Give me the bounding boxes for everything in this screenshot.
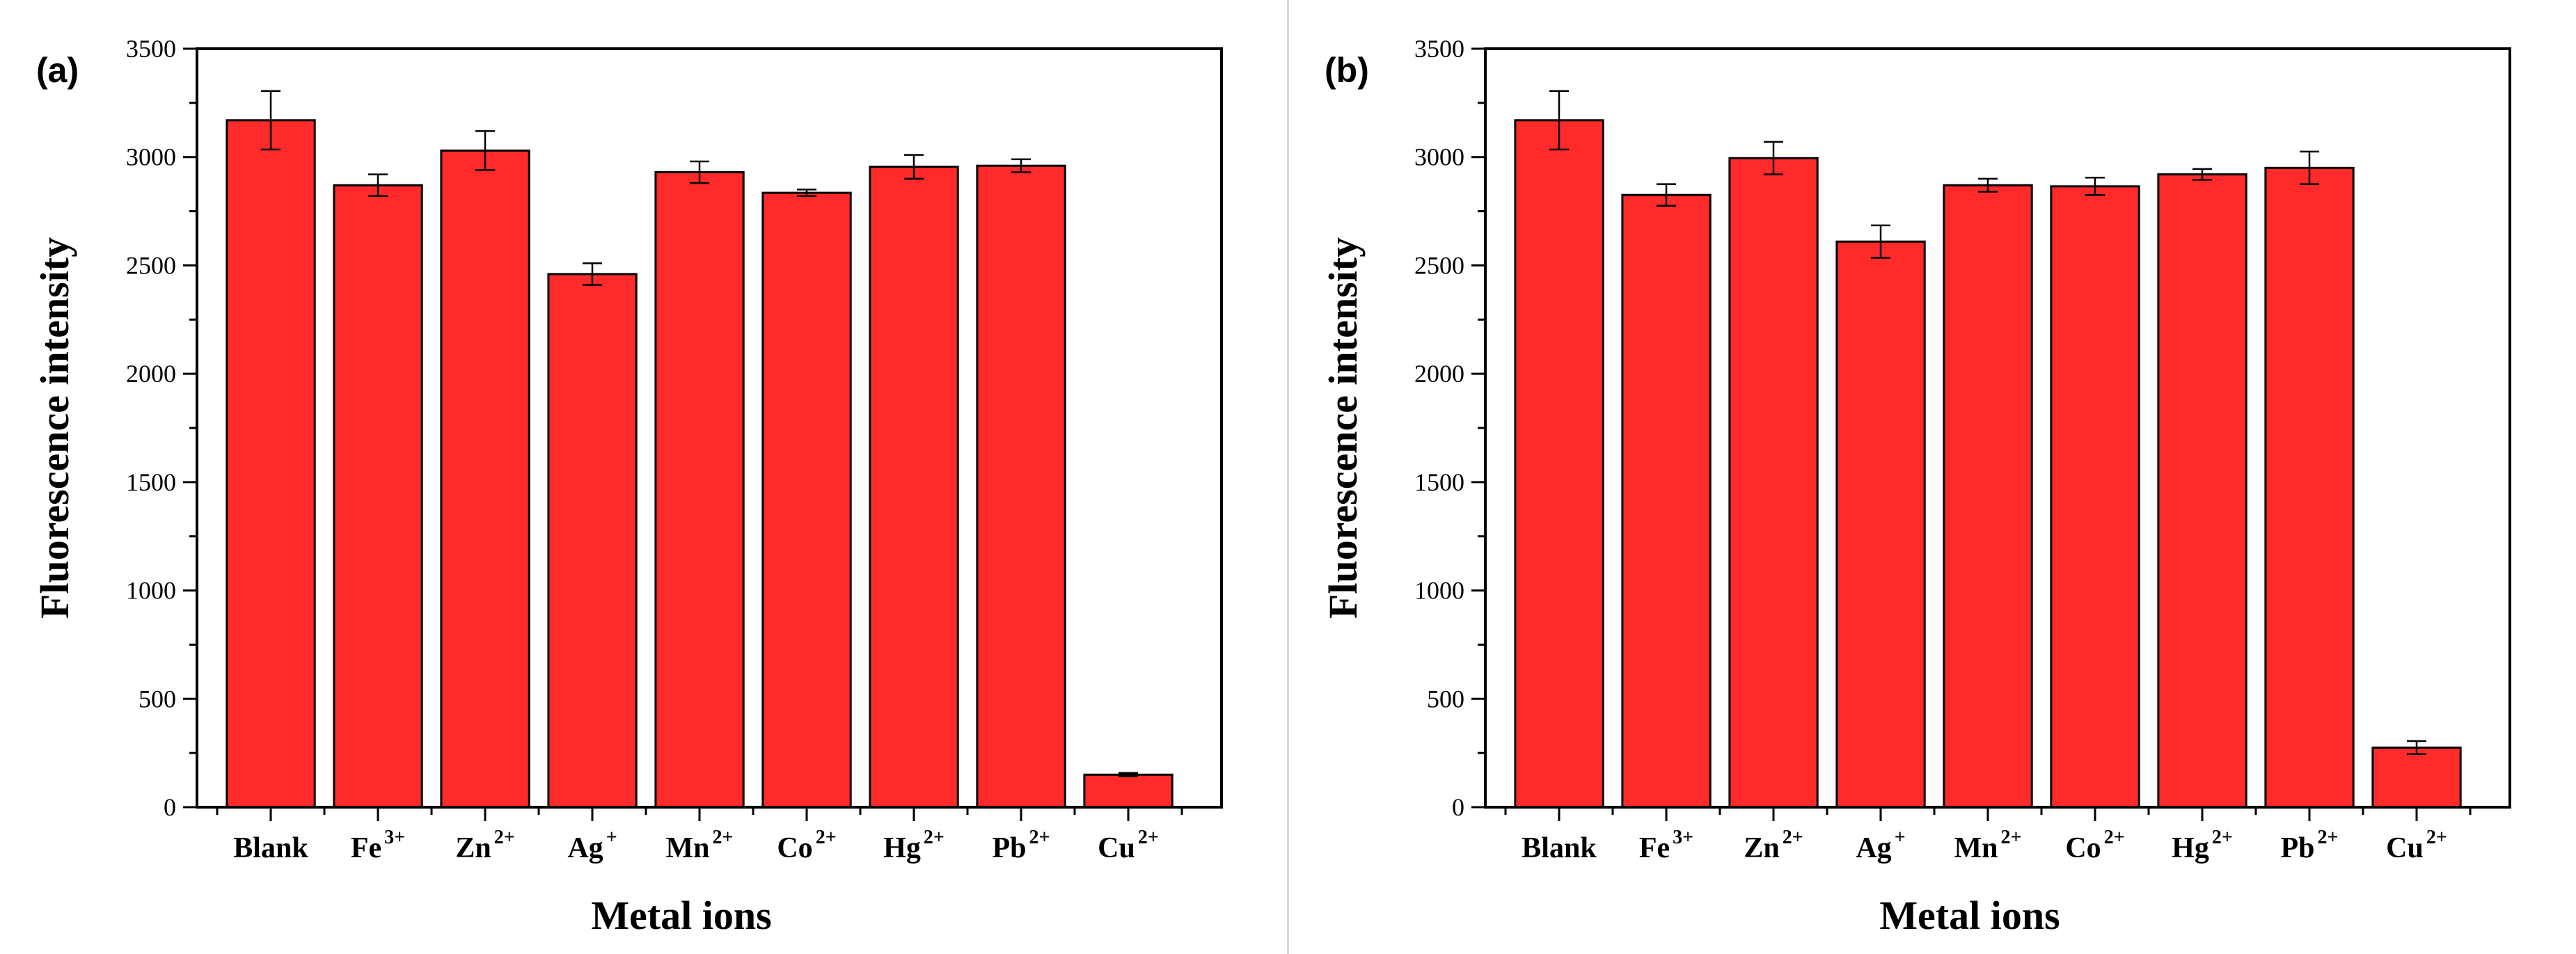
bar-blank (226, 119, 316, 809)
y-tick-label: 3500 (126, 35, 176, 63)
y-tick-label: 1500 (126, 468, 176, 496)
y-tick-label: 2000 (126, 360, 176, 388)
y-tick-label: 1500 (1414, 468, 1464, 496)
bar-zn (440, 149, 530, 809)
error-bar-mn (1978, 177, 1998, 193)
y-tick-label: 2500 (1414, 251, 1464, 279)
error-bar-pb (2300, 150, 2319, 185)
error-bar-fe (1657, 183, 1676, 207)
bar-fe (1621, 193, 1712, 809)
x-tick-label-hg: Hg 2+ (2172, 827, 2233, 864)
y-tick-label: 500 (1427, 685, 1464, 713)
y-tick-label: 2500 (126, 251, 176, 279)
error-bar-hg (904, 154, 924, 180)
x-tick-label-blank: Blank (233, 832, 308, 864)
y-tick-label: 2000 (1414, 360, 1464, 388)
x-tick-label-pb: Pb 2+ (993, 827, 1050, 864)
bar-pb (976, 164, 1066, 809)
y-tick-label: 0 (164, 793, 176, 821)
bar-blank (1514, 119, 1604, 809)
bar-pb (2264, 166, 2355, 809)
error-bar-ag (583, 262, 602, 286)
chart-b: (b) 0 500 1000 1500 2000 2500 3000 3500 Blank Fe 3+… (1320, 35, 2511, 938)
panel-label: (b) (1325, 51, 1369, 90)
y-axis-title: Fluorescence intensity (1320, 237, 1366, 619)
x-tick-label-blank: Blank (1522, 832, 1597, 864)
x-tick-label-pb: Pb 2+ (2281, 827, 2339, 864)
panel-divider (1287, 0, 1289, 954)
x-tick-label-fe: Fe 3+ (1639, 827, 1693, 864)
bar-cu (2371, 746, 2462, 809)
x-tick-label-cu: Cu 2+ (2386, 827, 2447, 864)
y-tick-label: 3000 (126, 143, 176, 171)
bar-cu (1083, 773, 1174, 809)
x-tick-label-zn: Zn 2+ (455, 827, 514, 864)
x-tick-label-zn: Zn 2+ (1744, 827, 1803, 864)
bar-co (761, 191, 852, 809)
bar-hg (2157, 173, 2247, 809)
error-bar-hg (2192, 168, 2212, 181)
x-tick-label-ag: Ag + (567, 827, 617, 864)
bar-mn (654, 171, 745, 809)
bar-mn (1943, 184, 2033, 809)
bar-ag (1835, 240, 1926, 809)
bar-ag (547, 273, 638, 809)
x-tick-label-co: Co 2+ (2065, 827, 2124, 864)
bar-hg (869, 166, 959, 809)
error-bar-cu (2407, 740, 2426, 755)
y-tick-label: 0 (1452, 793, 1464, 821)
error-bar-pb (1011, 158, 1031, 173)
x-tick-label-cu: Cu 2+ (1098, 827, 1159, 864)
error-bar-ag (1871, 224, 1890, 259)
y-tick-label: 500 (139, 685, 176, 713)
error-bar-fe (368, 173, 388, 198)
y-tick-label: 1000 (126, 577, 176, 605)
x-axis-title: Metal ions (1879, 893, 2060, 938)
x-tick-label-mn: Mn 2+ (1954, 827, 2022, 864)
y-tick-label: 3000 (1414, 143, 1464, 171)
chart-panel-b: (b) 0 500 1000 1500 2000 2500 3000 3500 Blank Fe 3+… (1288, 0, 2576, 954)
error-bar-co (797, 189, 816, 198)
error-bar-zn (1764, 141, 1783, 175)
chart-panel-a: (a) 0 500 1000 1500 2000 2500 3000 3500 Blank Fe 3+… (32, 35, 1223, 938)
x-tick-label-hg: Hg 2+ (883, 827, 945, 864)
error-bar-zn (475, 130, 495, 171)
y-tick-label: 3500 (1414, 35, 1464, 63)
x-tick-label-fe: Fe 3+ (351, 827, 405, 864)
y-tick-label: 1000 (1414, 577, 1464, 605)
x-tick-label-ag: Ag + (1856, 827, 1905, 864)
x-tick-label-co: Co 2+ (777, 827, 836, 864)
error-bar-cu (1119, 772, 1138, 778)
bar-zn (1728, 157, 1819, 809)
error-bar-blank (1549, 90, 1569, 151)
y-axis-title: Fluorescence intensity (32, 237, 77, 619)
chart-a: (a) 0 500 1000 1500 2000 2500 3000 3500 Blank Fe 3+… (32, 35, 1223, 938)
bar-co (2050, 185, 2140, 809)
error-bar-co (2085, 177, 2105, 196)
error-bar-mn (690, 160, 709, 184)
error-bar-blank (261, 90, 280, 151)
panel-label: (a) (36, 51, 79, 90)
x-tick-label-mn: Mn 2+ (666, 827, 734, 864)
x-axis-title: Metal ions (591, 893, 771, 938)
bar-fe (333, 184, 423, 809)
